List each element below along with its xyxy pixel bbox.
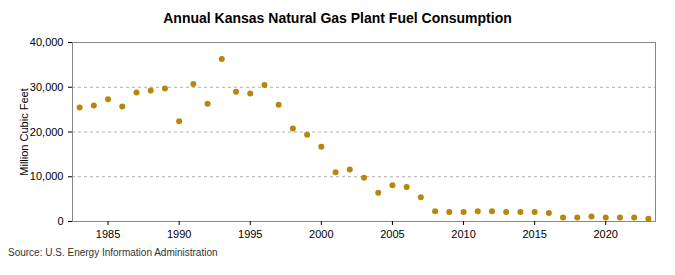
svg-text:1995: 1995	[238, 228, 262, 240]
svg-text:2010: 2010	[451, 228, 475, 240]
svg-text:1985: 1985	[96, 228, 120, 240]
svg-text:2020: 2020	[593, 228, 617, 240]
svg-text:10,000: 10,000	[30, 170, 64, 182]
svg-text:40,000: 40,000	[30, 36, 64, 48]
html-text:Annual Kansas Natural Gas Plan: Annual Kansas Natural Gas Plant Fuel Con…	[163, 10, 512, 26]
svg-text:0: 0	[57, 215, 63, 227]
svg-text:2015: 2015	[522, 228, 546, 240]
svg-text:2005: 2005	[380, 228, 404, 240]
html-text:Source: U.S. Energy Informatio: Source: U.S. Energy Information Administ…	[8, 247, 218, 258]
svg-text:20,000: 20,000	[30, 126, 64, 138]
svg-text:30,000: 30,000	[30, 81, 64, 93]
svg-text:1990: 1990	[167, 228, 191, 240]
svg-text:Million Cubic Feet: Million Cubic Feet	[18, 88, 30, 175]
svg-text:2000: 2000	[309, 228, 333, 240]
